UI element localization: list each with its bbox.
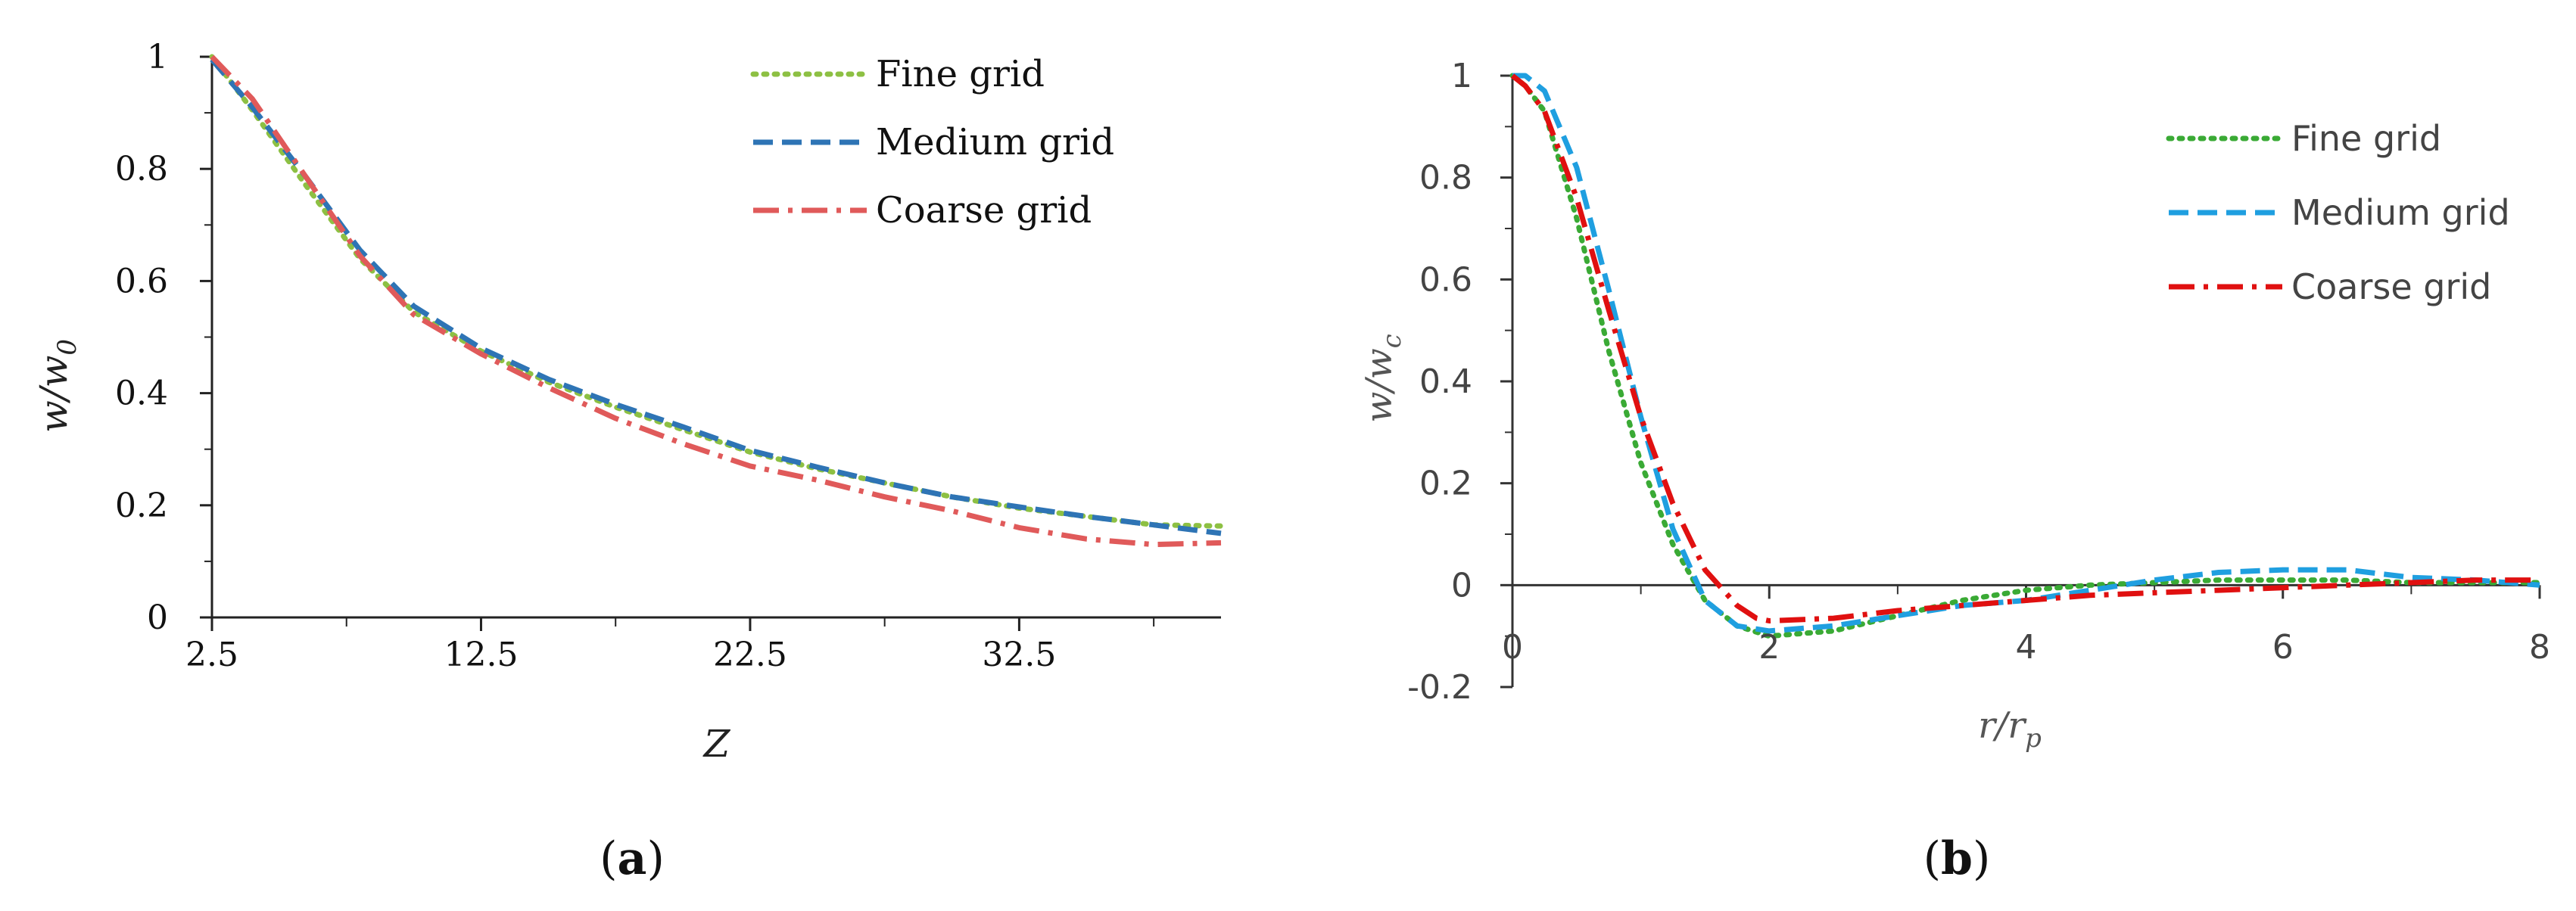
panel-a-y-axis-label: w/w0 — [32, 339, 83, 433]
series-line-medium-grid — [1512, 73, 2540, 634]
x-tick-label: 8 — [2529, 628, 2550, 667]
legend-label-coarse-grid: Coarse grid — [876, 189, 1092, 232]
legend-label-medium-grid: Medium grid — [876, 121, 1114, 163]
panel-a-legend: Fine grid Medium grid Coarse grid — [750, 53, 1114, 232]
series-line-coarse-grid — [210, 54, 1222, 548]
panel-b-tick-labels: -0.2 0 0.2 0.4 0.6 0.8 1 0 2 4 6 8 — [1407, 57, 2550, 707]
y-tick-label: 1 — [1451, 57, 1472, 95]
y-tick-label: 1 — [147, 38, 168, 76]
panel-b-series — [1509, 73, 2543, 639]
panel-b-x-axis-label: r/rp — [1978, 704, 2042, 754]
y-tick-label: 0.6 — [115, 262, 168, 300]
series-line-coarse-grid — [1510, 73, 2540, 623]
x-tick-label: 2 — [1758, 628, 1780, 667]
y-tick-label: 0.8 — [115, 150, 168, 188]
panel-a-series — [209, 54, 1224, 548]
panel-b-label: (b) — [1923, 832, 1991, 885]
panel-b-y-axis-label: w/wc — [1358, 334, 1407, 422]
x-tick-label: 2.5 — [185, 636, 238, 674]
y-tick-label: 0.4 — [1419, 362, 1472, 401]
panel-a-x-axis-label: Z — [702, 722, 731, 766]
panel-b-chart: -0.2 0 0.2 0.4 0.6 0.8 1 0 2 4 6 8 w/wc r/rp Fine g… — [1358, 57, 2550, 885]
x-tick-label: 4 — [2016, 628, 2037, 667]
x-tick-label: 6 — [2272, 628, 2294, 667]
y-tick-label: 0 — [1451, 566, 1472, 605]
series-line-fine-grid — [1509, 73, 2543, 639]
legend-label-coarse-grid: Coarse grid — [2291, 266, 2491, 307]
panel-a-label: (a) — [600, 832, 665, 885]
y-tick-label: 0.8 — [1419, 159, 1472, 197]
panel-b-axes — [1500, 74, 2541, 689]
y-tick-label: 0.4 — [115, 375, 168, 413]
panel-a-chart: 00.20.40.60.812.5 12.5 22.5 32.5 w/w0 Z Fin… — [32, 38, 1224, 885]
y-tick-label: 0.6 — [1419, 260, 1472, 299]
panel-b-legend: Fine grid Medium grid Coarse grid — [2166, 118, 2510, 307]
x-tick-label: 12.5 — [444, 636, 518, 674]
x-tick-label: 22.5 — [713, 636, 787, 674]
x-tick-label: 0 — [1502, 628, 1523, 667]
x-tick-label: 32.5 — [982, 636, 1056, 674]
y-tick-label: -0.2 — [1407, 668, 1472, 707]
legend-label-medium-grid: Medium grid — [2291, 192, 2510, 233]
panel-a-axes — [200, 55, 1221, 631]
y-tick-label: 0 — [147, 599, 168, 637]
y-tick-label: 0.2 — [115, 487, 168, 525]
y-tick-label: 0.2 — [1419, 465, 1472, 503]
legend-label-fine-grid: Fine grid — [2291, 118, 2441, 159]
legend-label-fine-grid: Fine grid — [876, 53, 1045, 95]
panel-a-tick-labels: 00.20.40.60.812.5 12.5 22.5 32.5 — [115, 38, 1056, 674]
